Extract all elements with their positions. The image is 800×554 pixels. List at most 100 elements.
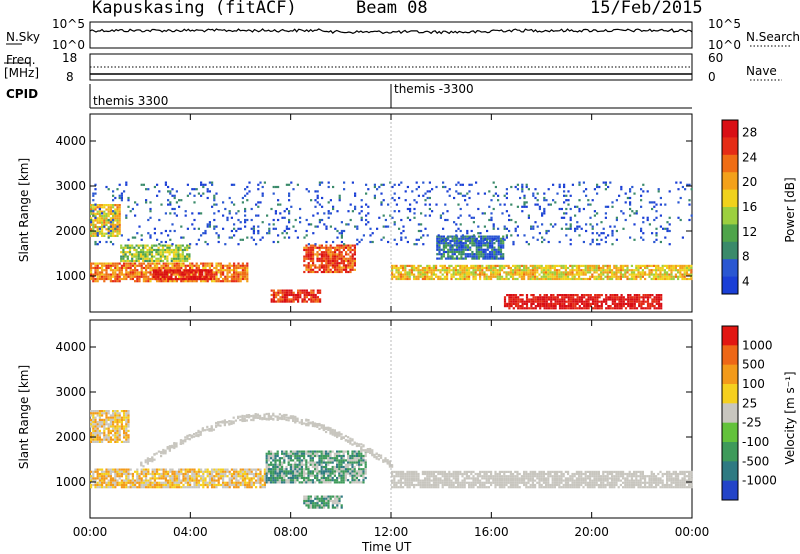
power-cell — [534, 188, 537, 191]
power-cell — [543, 212, 546, 215]
power-cell — [94, 243, 97, 246]
velocity-cell — [142, 483, 145, 487]
power-cell — [244, 194, 247, 197]
power-cell — [516, 266, 519, 270]
power-cell — [440, 257, 443, 260]
power-cell — [469, 239, 472, 243]
velocity-cell — [270, 472, 273, 475]
velocity-cell — [340, 481, 343, 484]
velocity-cell — [325, 452, 328, 455]
power-cell — [173, 212, 176, 215]
power-cell — [186, 257, 189, 260]
power-cell — [96, 210, 99, 213]
power-cell — [94, 206, 97, 209]
velocity-cell — [329, 452, 332, 455]
velocity-cell — [142, 470, 145, 473]
power-cell — [294, 293, 297, 297]
power-cell — [274, 210, 277, 213]
velocity-cell — [237, 475, 240, 478]
power-cell — [436, 253, 439, 256]
velocity-cell — [265, 479, 268, 482]
power-cell — [600, 273, 603, 276]
power-cell — [585, 305, 588, 308]
power-cell — [123, 264, 126, 267]
velocity-cell — [142, 479, 145, 482]
power-cell — [607, 296, 610, 299]
velocity-cell — [112, 468, 115, 471]
power-cell — [203, 269, 206, 272]
power-cell — [653, 300, 656, 303]
power-cell — [552, 302, 555, 305]
power-cell — [356, 227, 359, 230]
power-cell — [633, 277, 636, 281]
velocity-cell — [241, 468, 244, 471]
power-cell — [123, 190, 126, 193]
velocity-cell — [140, 470, 143, 473]
power-cell — [620, 300, 623, 303]
power-cell — [527, 214, 530, 217]
power-cell — [325, 244, 328, 247]
velocity-cell — [202, 479, 205, 482]
power-cell — [469, 242, 472, 245]
power-cell — [146, 251, 149, 254]
power-cell — [325, 259, 328, 263]
power-cell — [523, 277, 526, 281]
power-cell — [457, 227, 460, 230]
power-cell — [334, 255, 337, 258]
power-cell — [107, 227, 110, 230]
velocity-cell — [353, 476, 356, 480]
power-cell — [241, 266, 244, 270]
velocity-cell — [250, 481, 253, 484]
power-cell — [587, 203, 590, 206]
power-cell — [552, 183, 555, 186]
power-cell — [591, 298, 595, 301]
power-cell — [583, 302, 586, 305]
power-cell — [447, 255, 450, 258]
velocity-cell — [318, 479, 321, 482]
power-cell — [499, 257, 503, 260]
power-cell — [109, 212, 112, 215]
velocity-cell — [303, 463, 306, 466]
velocity-cell — [217, 475, 220, 478]
power-cell — [94, 277, 97, 281]
power-cell — [424, 203, 427, 206]
power-cell — [449, 239, 452, 243]
power-cell — [432, 271, 435, 274]
power-cell — [312, 291, 315, 294]
power-cell — [178, 264, 181, 267]
power-cell — [329, 248, 332, 252]
velocity-cell — [90, 470, 93, 473]
power-cell — [419, 273, 422, 276]
velocity-cell — [136, 481, 139, 484]
power-cell — [314, 199, 317, 202]
velocity-cell — [287, 479, 290, 482]
power-cell — [171, 194, 174, 197]
power-cell — [98, 277, 101, 281]
velocity-cell — [186, 486, 189, 489]
power-cell — [305, 255, 308, 258]
power-cell — [517, 305, 520, 308]
velocity-cell — [259, 479, 262, 482]
power-cell — [512, 294, 515, 297]
power-cell — [230, 229, 233, 233]
power-cell — [241, 262, 244, 265]
power-cell — [547, 302, 551, 305]
power-cell — [642, 183, 645, 186]
power-cell — [292, 296, 295, 299]
power-cell — [354, 205, 357, 208]
power-cell — [120, 271, 123, 274]
power-cell — [509, 271, 512, 274]
power-cell — [224, 207, 227, 211]
power-cell — [644, 294, 647, 297]
power-cell — [145, 199, 148, 202]
power-cell — [690, 214, 693, 217]
velocity-cell — [140, 483, 143, 487]
power-cell — [565, 294, 568, 297]
power-cell — [94, 216, 97, 219]
power-cell — [449, 257, 452, 260]
velocity-cell — [320, 476, 323, 480]
power-cell — [578, 298, 581, 301]
power-cell — [648, 269, 651, 272]
power-cell — [408, 273, 411, 276]
power-cell — [114, 266, 117, 270]
